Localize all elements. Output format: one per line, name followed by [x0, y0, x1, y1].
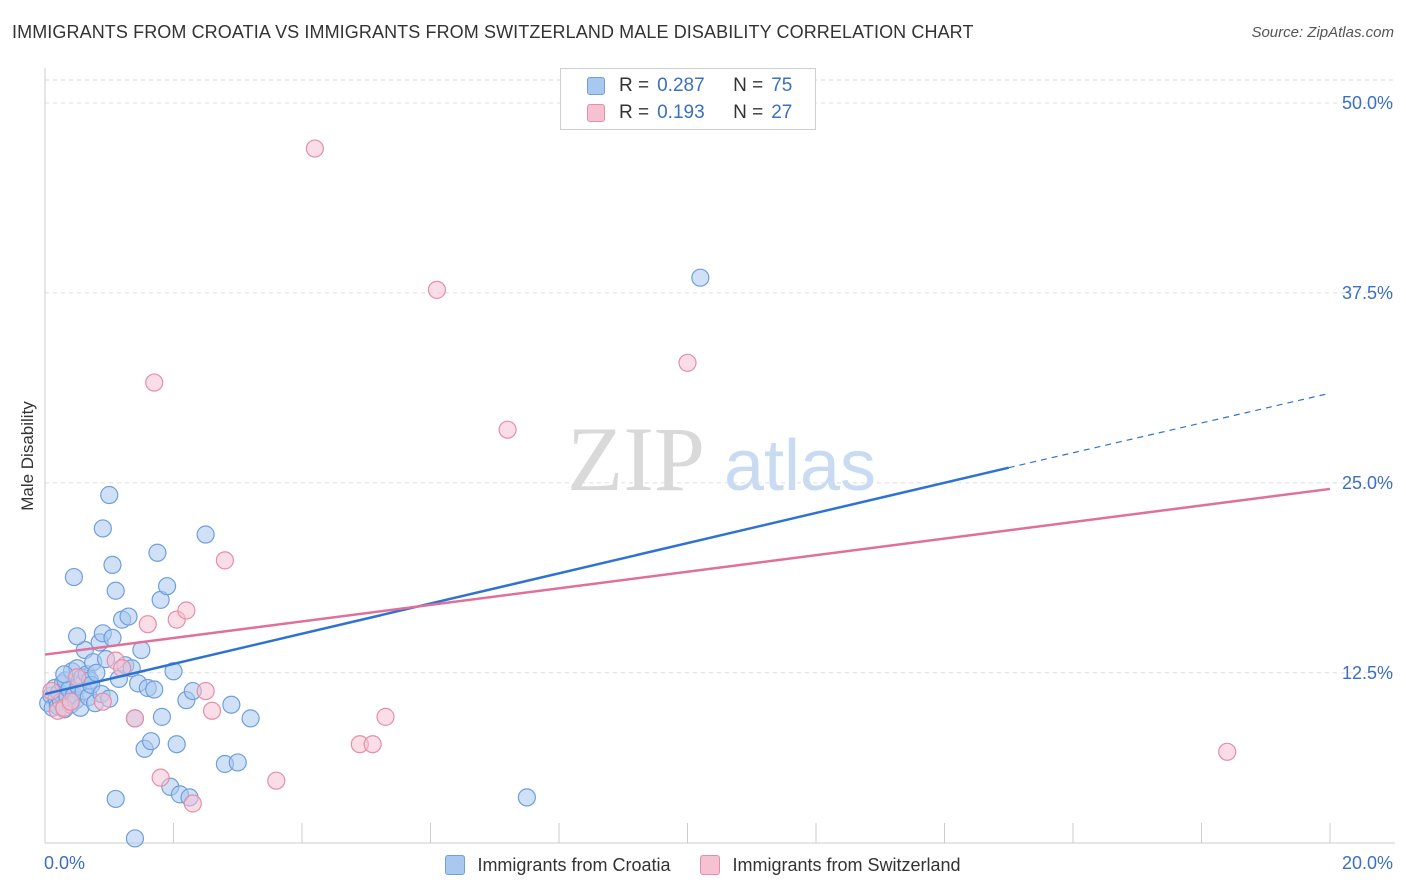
x-tick-labels: 0.0% 20.0%: [44, 853, 1393, 873]
switzerland-point: [177, 601, 196, 620]
series-legend: Immigrants from Croatia Immigrants from …: [0, 852, 1406, 878]
axes: [44, 68, 1395, 844]
croatia-point: [222, 695, 241, 714]
switzerland-point: [363, 735, 382, 754]
switzerland-point: [215, 551, 234, 570]
switzerland-point: [678, 353, 697, 372]
switzerland-point: [151, 768, 170, 787]
legend-label-switzerland: Immigrants from Switzerland: [732, 854, 961, 875]
legend-r-label: R =: [619, 75, 650, 96]
y-tick-label: 50.0%: [1342, 93, 1393, 113]
croatia-point: [241, 709, 260, 728]
legend-r-value: 0.193: [657, 102, 705, 123]
chart-title: IMMIGRANTS FROM CROATIA VS IMMIGRANTS FR…: [12, 22, 974, 42]
legend-n-value: 27: [771, 102, 793, 123]
croatia-point: [106, 581, 125, 600]
croatia-point: [691, 268, 710, 287]
croatia-point: [145, 680, 164, 699]
switzerland-point: [61, 692, 80, 711]
croatia-point: [167, 735, 186, 754]
switzerland-point: [305, 139, 324, 158]
legend-row-croatia: R = 0.287 N = 75: [587, 74, 792, 98]
legend-r-value: 0.287: [657, 75, 705, 96]
stats-legend: R = 0.287 N = 75 R = 0.193 N = 27: [560, 68, 816, 130]
legend-n-label: N =: [733, 102, 764, 123]
switzerland-point: [196, 681, 215, 701]
legend-swatch-switzerland: [700, 855, 721, 875]
croatia-point: [196, 525, 215, 544]
x-tick-label-max: 20.0%: [1342, 853, 1393, 873]
croatia-point: [100, 485, 119, 505]
croatia-point: [93, 519, 112, 538]
croatia-point: [103, 628, 122, 647]
legend-item-switzerland[interactable]: Immigrants from Switzerland: [700, 854, 961, 876]
croatia-point: [68, 627, 87, 646]
trend-lines: [44, 392, 1331, 696]
legend-r-label: R =: [619, 102, 650, 123]
croatia-point: [148, 543, 167, 562]
legend-n-value: 75: [771, 75, 793, 96]
legend-n-label: N =: [733, 75, 764, 96]
switzerland-point: [1218, 742, 1237, 761]
y-tick-label: 12.5%: [1342, 663, 1393, 683]
legend-row-switzerland: R = 0.193 N = 27: [587, 101, 792, 125]
switzerland-point: [125, 709, 145, 728]
switzerland-point: [376, 707, 395, 726]
y-tick-label: 25.0%: [1342, 473, 1393, 493]
switzerland-point: [427, 280, 447, 299]
x-tick-label-min: 0.0%: [44, 853, 85, 873]
y-tick-label: 37.5%: [1342, 283, 1393, 303]
croatia-point: [152, 707, 172, 726]
watermark-zip: ZIP: [567, 408, 705, 510]
switzerland-point: [267, 771, 286, 790]
switzerland-point: [93, 692, 112, 711]
legend-swatch-croatia: [587, 77, 605, 95]
croatia-point: [64, 567, 84, 587]
croatia-point: [125, 829, 145, 848]
watermark-atlas: atlas: [724, 426, 876, 506]
croatia-point: [106, 789, 125, 809]
croatia-trend-line: [44, 466, 1010, 696]
switzerland-point: [202, 701, 222, 720]
switzerland-point: [498, 420, 517, 439]
croatia-point: [119, 607, 138, 626]
croatia-point: [517, 788, 536, 807]
legend-label-croatia: Immigrants from Croatia: [477, 854, 671, 875]
legend-swatch-croatia: [445, 855, 466, 875]
croatia-point: [228, 753, 247, 772]
croatia-point: [103, 555, 122, 575]
gridlines: [45, 79, 1395, 674]
data-points: [39, 139, 1237, 848]
croatia-trend-extension: [1008, 392, 1331, 469]
legend-swatch-switzerland: [587, 104, 605, 122]
chart-source: Source: ZipAtlas.com: [1251, 24, 1394, 41]
croatia-point: [141, 732, 161, 751]
switzerland-point: [183, 794, 202, 813]
switzerland-point: [68, 668, 87, 687]
legend-item-croatia[interactable]: Immigrants from Croatia: [445, 855, 670, 876]
switzerland-trend-line: [44, 487, 1331, 656]
switzerland-point: [138, 615, 157, 634]
y-tick-labels: 12.5% 25.0% 37.5% 50.0%: [1342, 93, 1393, 683]
watermark: ZIP atlas: [567, 408, 876, 510]
switzerland-point: [145, 373, 164, 392]
croatia-point: [157, 577, 177, 596]
